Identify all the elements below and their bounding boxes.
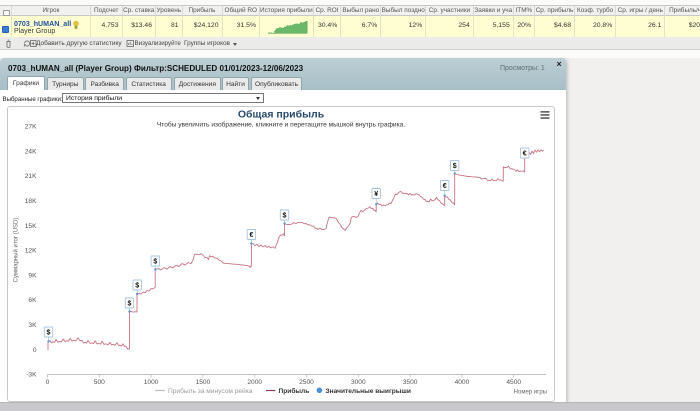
svg-text:18K: 18K: [25, 198, 37, 205]
svg-text:Номер игры: Номер игры: [514, 389, 547, 395]
svg-text:$: $: [47, 329, 51, 336]
svg-text:$: $: [453, 163, 457, 170]
svg-text:$: $: [128, 300, 132, 307]
svg-text:9K: 9K: [28, 272, 37, 279]
svg-text:4500: 4500: [506, 379, 521, 386]
svg-text:0: 0: [33, 346, 37, 353]
svg-text:-3K: -3K: [26, 371, 37, 378]
svg-text:Общая прибыль: Общая прибыль: [238, 108, 325, 120]
svg-text:2500: 2500: [299, 379, 314, 386]
svg-text:1500: 1500: [196, 379, 211, 386]
svg-text:0: 0: [46, 379, 50, 386]
svg-text:Прибыль за минусом рейка: Прибыль за минусом рейка: [168, 387, 253, 395]
svg-text:2000: 2000: [247, 379, 262, 386]
svg-text:3K: 3K: [28, 322, 37, 329]
svg-text:27K: 27K: [25, 123, 37, 130]
svg-text:500: 500: [94, 379, 105, 386]
svg-text:3500: 3500: [403, 379, 418, 386]
svg-text:24K: 24K: [25, 148, 37, 155]
svg-text:$: $: [135, 282, 139, 289]
svg-text:¥: ¥: [374, 191, 378, 198]
svg-text:Значительные выигрыши: Значительные выигрыши: [326, 388, 411, 395]
svg-text:€: €: [443, 183, 447, 190]
svg-text:4000: 4000: [455, 379, 470, 386]
svg-text:1000: 1000: [144, 379, 159, 386]
svg-text:Прибыль: Прибыль: [279, 387, 310, 395]
svg-text:12K: 12K: [25, 247, 37, 254]
svg-text:21K: 21K: [25, 173, 37, 180]
svg-text:$: $: [153, 258, 157, 265]
svg-text:$: $: [283, 212, 287, 219]
svg-text:15K: 15K: [25, 222, 37, 229]
svg-text:Суммарный итог (USD): Суммарный итог (USD): [13, 217, 20, 282]
svg-text:€: €: [249, 232, 253, 239]
svg-text:6K: 6K: [28, 297, 37, 304]
svg-text:3000: 3000: [351, 379, 366, 386]
svg-text:Чтобы увеличить изображение, к: Чтобы увеличить изображение, кликните и …: [157, 120, 405, 128]
svg-text:€: €: [523, 150, 527, 157]
